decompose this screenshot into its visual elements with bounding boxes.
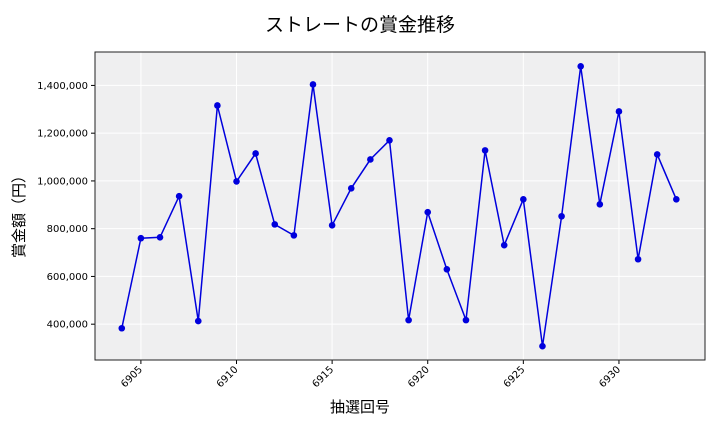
data-point — [175, 192, 183, 200]
data-point — [137, 234, 145, 242]
x-tick-label: 6910 — [215, 364, 241, 390]
data-point — [156, 233, 164, 241]
y-tick-label: 400,000 — [47, 320, 88, 331]
data-point — [328, 222, 336, 229]
data-point — [290, 232, 298, 239]
data-point — [424, 208, 432, 216]
plot-area — [95, 52, 705, 360]
x-tick-label: 6925 — [502, 364, 528, 390]
y-tick-label: 600,000 — [47, 272, 88, 283]
x-tick-label: 6905 — [119, 364, 145, 390]
data-point — [233, 178, 240, 185]
data-point — [118, 324, 126, 332]
x-tick-label: 6920 — [406, 364, 432, 390]
data-point — [520, 196, 527, 203]
data-point — [653, 151, 661, 158]
data-point — [634, 255, 642, 263]
data-point — [500, 241, 508, 249]
chart-title: ストレートの賞金推移 — [264, 14, 455, 36]
data-point — [271, 221, 279, 228]
y-tick-label: 800,000 — [47, 224, 88, 235]
data-point — [252, 150, 259, 157]
data-point — [309, 81, 317, 88]
data-point — [194, 317, 202, 325]
y-tick-label: 1,400,000 — [37, 81, 88, 92]
data-point — [673, 196, 680, 203]
data-point — [386, 137, 393, 144]
y-tick-label: 1,200,000 — [37, 129, 88, 140]
x-tick-label: 6915 — [310, 364, 336, 390]
x-axis-label: 抽選回号 — [329, 398, 390, 416]
y-tick-label: 1,000,000 — [37, 176, 88, 187]
data-point — [347, 185, 355, 192]
data-point — [615, 108, 623, 115]
series-line — [121, 66, 677, 347]
data-point — [405, 316, 412, 324]
data-point — [577, 63, 585, 70]
data-point — [481, 147, 489, 154]
data-point — [367, 156, 374, 163]
data-point — [462, 316, 470, 324]
plot-frame — [94, 51, 706, 361]
data-point — [558, 212, 565, 220]
data-point — [596, 201, 604, 208]
data-point — [539, 342, 546, 350]
data-point — [443, 265, 451, 273]
data-point — [214, 102, 221, 109]
x-tick-label: 6930 — [597, 364, 623, 390]
